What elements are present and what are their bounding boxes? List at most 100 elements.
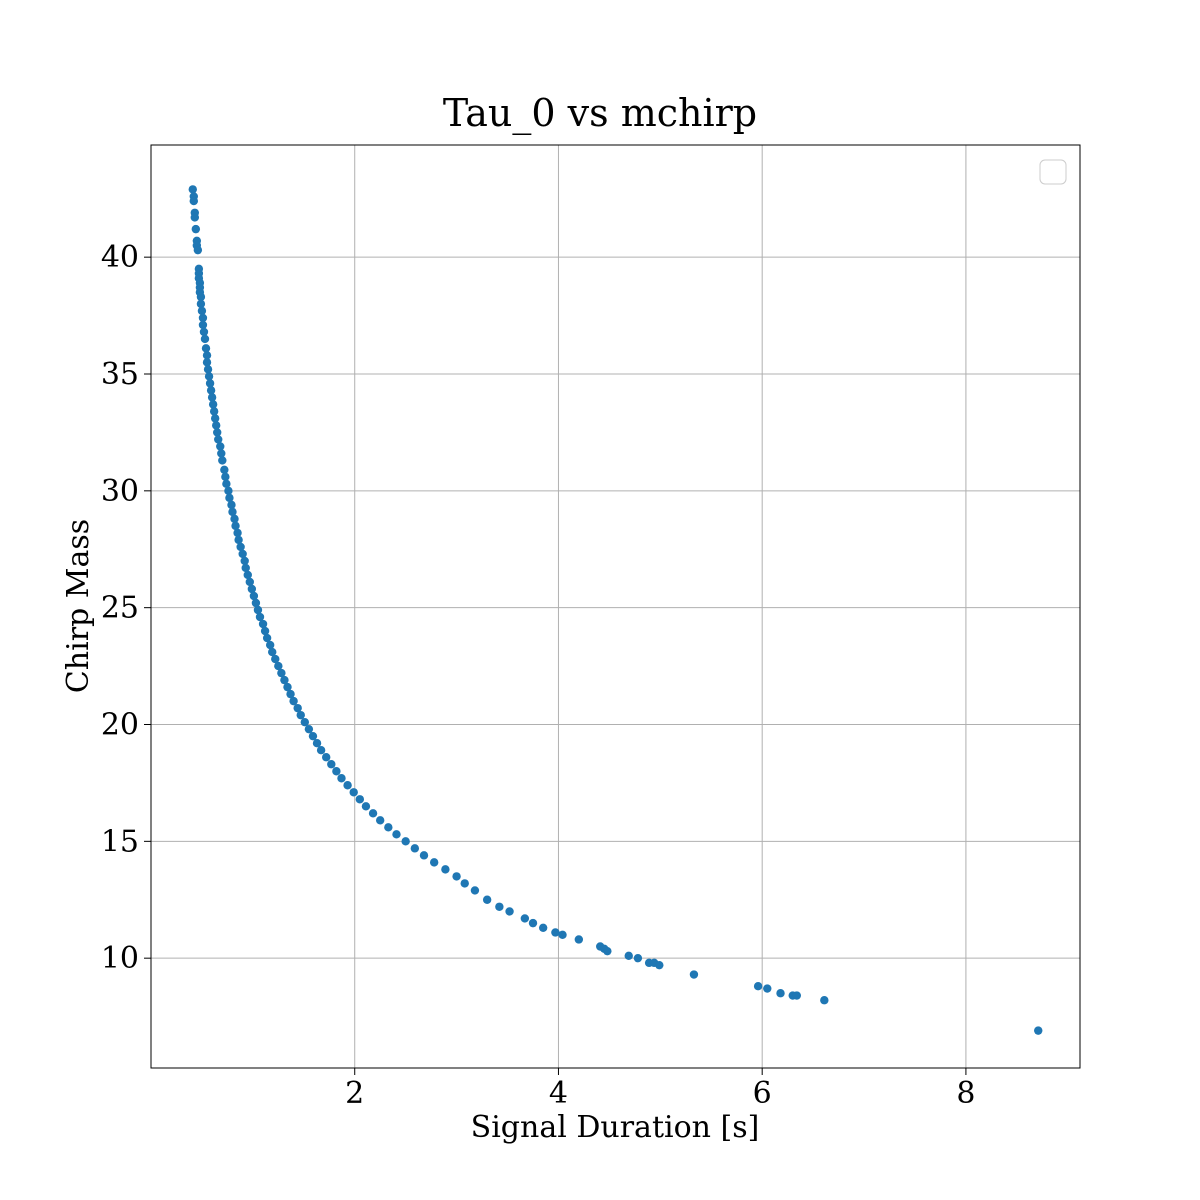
scatter-point [238,549,247,559]
y-tick-label: 35 [101,357,139,392]
scatter-point [753,982,763,991]
scatter-point [214,435,223,444]
legend-box [1039,159,1067,185]
scatter-point [763,984,772,993]
scatter-point [247,584,257,594]
scatter-point [243,570,252,580]
scatter-point [233,528,242,538]
scatter-point [296,710,305,720]
scatter-point [327,760,336,769]
y-tick-label: 40 [101,240,139,275]
scatter-point [792,991,802,1000]
scatter-point [410,844,420,853]
scatter-point [221,472,230,482]
scatter-point [283,682,292,692]
scatter-point [251,598,261,608]
scatter-point [196,292,206,302]
plot-frame [150,144,1081,1069]
scatter-point [230,514,239,524]
scatter-point [217,449,226,458]
x-tick-label: 4 [549,1076,568,1111]
x-axis-label: Signal Duration [s] [471,1110,760,1145]
scatter-point [253,605,263,615]
scatter-point [191,224,201,234]
scatter-point [224,486,233,496]
scatter-point [392,830,401,839]
scatter-point [655,960,664,970]
scatter-point [375,816,385,825]
scatter-point [332,767,341,776]
y-tick-label: 30 [101,474,139,509]
scatter-point [452,872,461,881]
scatter-point [241,563,250,573]
scatter-point [528,918,538,928]
scatter-point [200,334,210,344]
scatter-point [286,689,295,699]
scatter-point [207,393,217,402]
scatter-point [227,500,236,510]
scatter-point [203,365,213,374]
scatter-point [193,245,203,255]
data-points [188,185,1043,1035]
scatter-point [384,823,393,832]
scatter-point [260,626,270,636]
x-tick-label: 6 [753,1076,772,1111]
scatter-point [624,951,633,961]
scatter-point [633,953,643,963]
scatter-point [429,858,439,867]
scatter-point [355,795,365,804]
scatter-point [293,703,302,713]
scatter-point [198,313,208,323]
scatter-point [361,802,371,811]
scatter-point [441,865,450,874]
scatter-point [460,879,469,888]
scatter-point [349,788,358,797]
scatter-point [199,327,209,337]
scatter-point [236,542,245,552]
scatter-point [196,299,206,309]
scatter-point [482,895,492,904]
axis-ticks: 2 4 6 8 10 15 20 25 30 35 40 [101,240,976,1111]
scatter-point [206,386,216,395]
scatter-point [231,521,240,531]
scatter-point [776,989,785,998]
scatter-point [205,379,215,388]
scatter-point [538,923,548,932]
scatter-point [211,421,221,430]
scatter-point [208,400,218,409]
scatter-point [240,556,249,566]
scatter-point [304,724,314,734]
scatter-point [574,935,584,944]
y-tick-label: 20 [101,708,139,743]
scatter-point [520,914,530,923]
scatter-point [603,946,612,956]
scatter-point [308,731,318,741]
chart-title: Tau_0 vs mchirp [443,91,757,136]
scatter-point [249,591,259,601]
scatter-point [1034,1026,1043,1035]
scatter-point [258,619,268,629]
scatter-point [198,320,208,330]
scatter-point [262,633,272,643]
scatter-point [209,407,219,416]
scatter-point [202,358,212,367]
scatter-point [228,507,237,517]
scatter-point [300,717,310,727]
scatter-point [495,902,504,911]
scatter-point [271,654,280,664]
scatter-point [551,928,560,937]
scatter-point [218,456,227,465]
scatter-point [188,185,197,194]
scatter-point [274,661,283,671]
scatter-point [368,809,378,818]
scatter-point [343,781,352,790]
scatter-point [289,696,298,706]
scatter-point [216,442,225,451]
y-tick-label: 25 [101,591,139,626]
scatter-point [277,668,286,678]
scatter-point [234,535,243,545]
scatter-point [689,970,699,979]
scatter-point [558,930,567,940]
